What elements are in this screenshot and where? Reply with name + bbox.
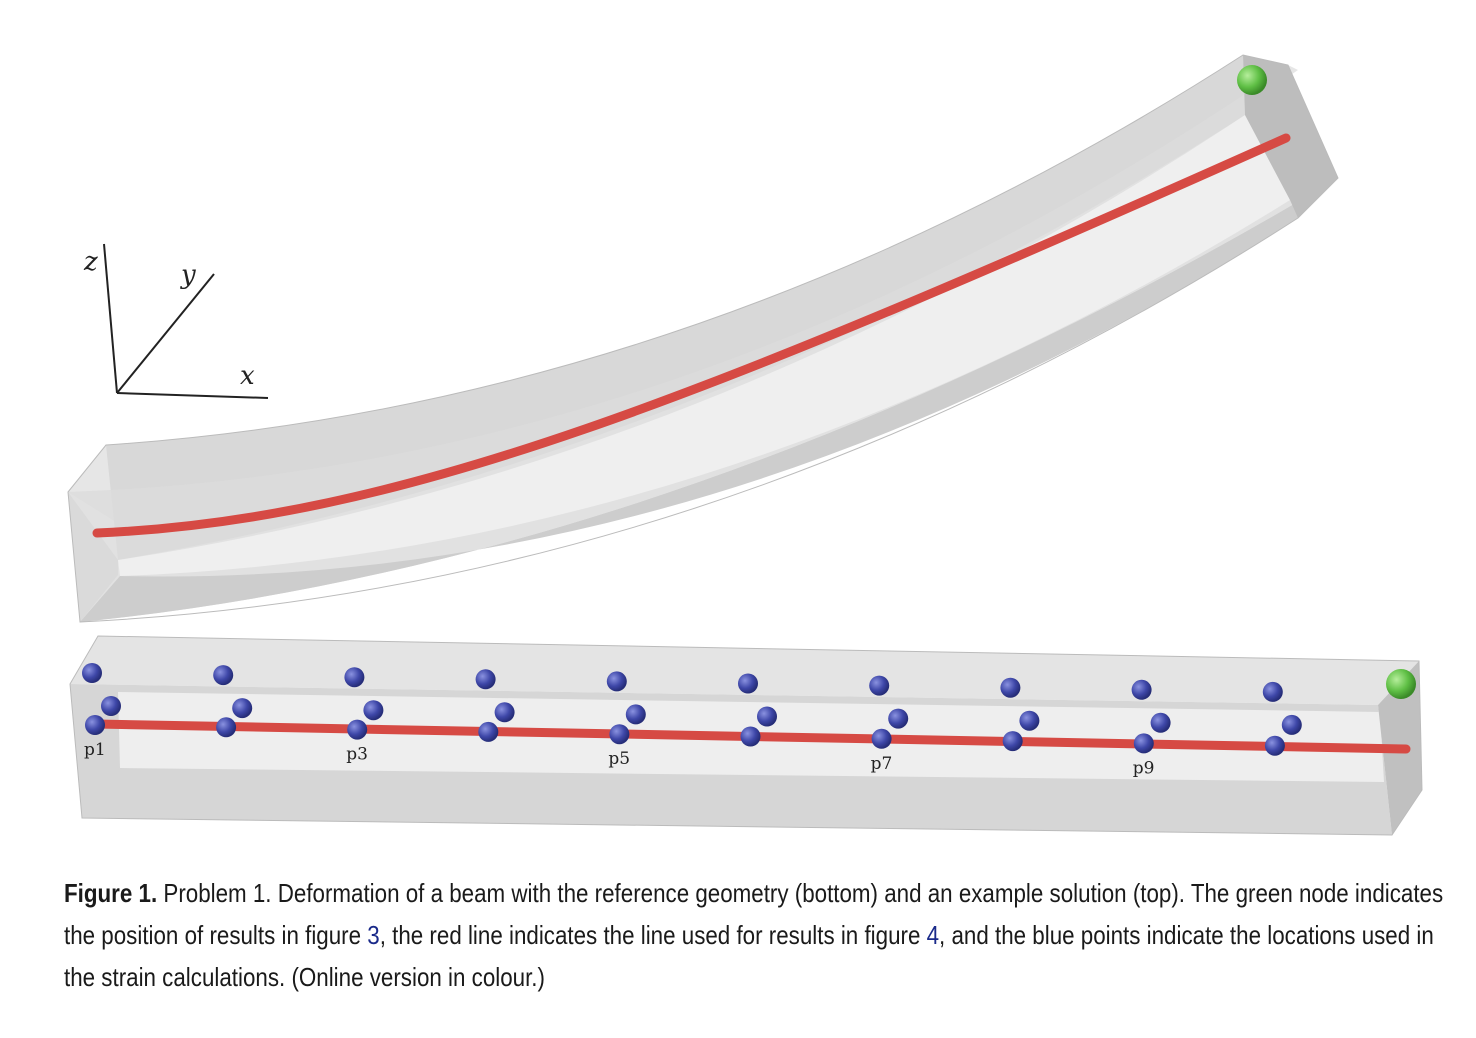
strain-point [344,667,365,688]
strain-point [101,696,121,716]
strain-point [85,715,105,735]
strain-point [871,728,892,749]
strain-point [1000,677,1021,698]
y-axis-label: y [180,260,196,290]
strain-point [1262,681,1283,702]
point-label-p1: p1 [84,740,106,760]
figure-caption: Figure 1. Problem 1. Deformation of a be… [64,872,1443,998]
strain-point [494,702,515,723]
caption-text-2: , the red line indicates the line used f… [379,920,927,950]
strain-point [82,663,102,683]
strain-point [216,717,237,738]
axis-triad: z y x [83,243,269,399]
strain-point [869,675,890,696]
strain-point [478,721,499,742]
strain-point [1002,731,1023,752]
strain-points [82,663,1302,756]
strain-point [757,706,777,727]
strain-point [1150,712,1171,733]
strain-point [1131,679,1152,700]
strain-point [1264,735,1285,756]
x-axis-label: x [240,361,255,391]
strain-point [475,669,496,690]
green-node-deformed [1237,65,1267,95]
caption-text-3: , and the blue points indicate the locat… [64,920,1434,992]
point-label-p5: p5 [608,749,630,769]
strain-point [625,704,646,725]
caption-text-1: Problem 1. Deformation of a beam with th… [64,878,1444,950]
strain-point [213,665,234,686]
deformed-beam [67,54,1339,623]
strain-point [363,700,384,721]
point-labels: p1 p3 p5 p7 p9 [84,740,1155,778]
green-node-reference [1386,669,1416,699]
strain-point [232,698,253,719]
point-label-p3: p3 [346,745,368,765]
strain-point [738,673,758,694]
beam-figure: z y x p1 p3 p5 p7 p9 [67,54,1423,836]
point-label-p9: p9 [1133,758,1155,778]
caption-lead: Figure 1. [64,878,158,908]
z-axis-label: z [83,247,98,277]
strain-point [740,726,761,747]
strain-point [609,724,630,745]
caption-figure-ref-3[interactable]: 3 [367,920,380,950]
strain-point [1019,710,1040,731]
strain-point [888,708,909,729]
strain-point [1281,714,1302,735]
strain-point [606,671,627,692]
strain-point [1133,733,1154,754]
point-label-p7: p7 [871,754,893,774]
result-line-deformed [92,133,1291,538]
strain-point [347,719,368,740]
caption-figure-ref-4[interactable]: 4 [926,920,940,950]
